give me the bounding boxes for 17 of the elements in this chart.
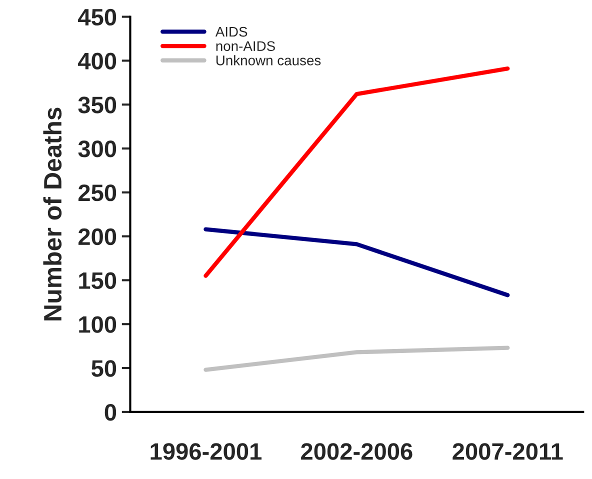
legend-label: Unknown causes [216, 55, 321, 66]
legend-label: non-AIDS [216, 41, 275, 52]
x-tick-label: 2007-2011 [452, 443, 563, 460]
y-tick-label: 150 [79, 272, 116, 290]
y-tick-label: 300 [78, 140, 116, 158]
x-tick-label: 2002-2006 [301, 443, 412, 460]
y-tick-label: 0 [104, 404, 116, 421]
y-tick-label: 400 [78, 52, 116, 70]
legend-label: AIDS [215, 26, 248, 37]
y-tick-label: 350 [78, 96, 116, 114]
y-tick-label: 250 [78, 184, 116, 202]
y-tick-label: 200 [78, 228, 116, 246]
y-tick-label: 50 [92, 360, 116, 377]
y-tick-label: 450 [78, 8, 116, 26]
y-tick-label: 100 [79, 316, 116, 333]
x-tick-label: 1996-2001 [150, 443, 262, 460]
y-axis-title: Number of Deaths [43, 108, 62, 320]
